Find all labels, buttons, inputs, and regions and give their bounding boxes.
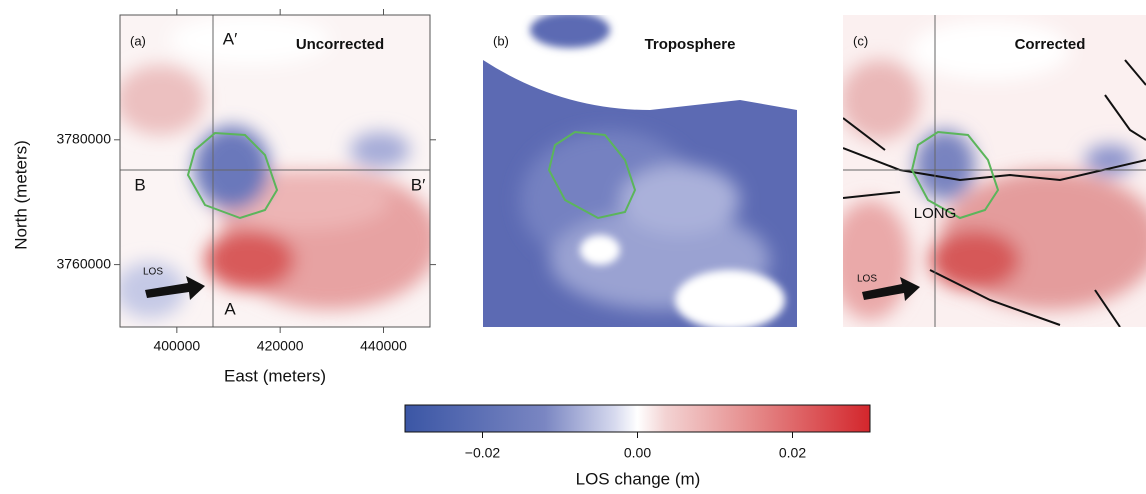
colorbar-tick-label: 0.00 <box>624 445 651 461</box>
profile-lines <box>120 15 1146 327</box>
colorbar <box>404 404 871 433</box>
y-axis-label: North (meters) <box>11 140 30 250</box>
panel-title: Troposphere <box>645 36 736 53</box>
map-c <box>843 15 1146 327</box>
annotation: B <box>134 175 145 194</box>
panel-label: (a) <box>130 33 146 48</box>
x-axis-label: East (meters) <box>224 366 326 385</box>
annotation: LONG <box>914 205 957 222</box>
map-b <box>483 15 797 327</box>
colorbar-tick-label: 0.02 <box>779 445 806 461</box>
map-a <box>120 15 430 327</box>
los-arrows <box>145 276 920 301</box>
x-tick-label: 420000 <box>257 338 304 354</box>
colorbar-tick-label: −0.02 <box>465 445 501 461</box>
colorbar-label: LOS change (m) <box>576 469 701 488</box>
volcano-outline <box>186 130 1000 220</box>
map-frame <box>119 14 431 328</box>
y-tick-label: 3780000 <box>56 131 111 147</box>
annotation: LOS <box>143 267 163 278</box>
annotation: A <box>224 299 236 318</box>
x-tick-label: 440000 <box>360 338 407 354</box>
panel-label: (c) <box>853 33 868 48</box>
panel-title: Corrected <box>1015 36 1086 53</box>
annotation: A′ <box>223 29 238 48</box>
panel-title: Uncorrected <box>296 36 384 53</box>
panel-label: (b) <box>493 33 509 48</box>
x-tick-label: 400000 <box>153 338 200 354</box>
annotation: B′ <box>411 175 426 194</box>
annotation: LOS <box>857 274 877 285</box>
y-tick-label: 3760000 <box>56 255 111 271</box>
